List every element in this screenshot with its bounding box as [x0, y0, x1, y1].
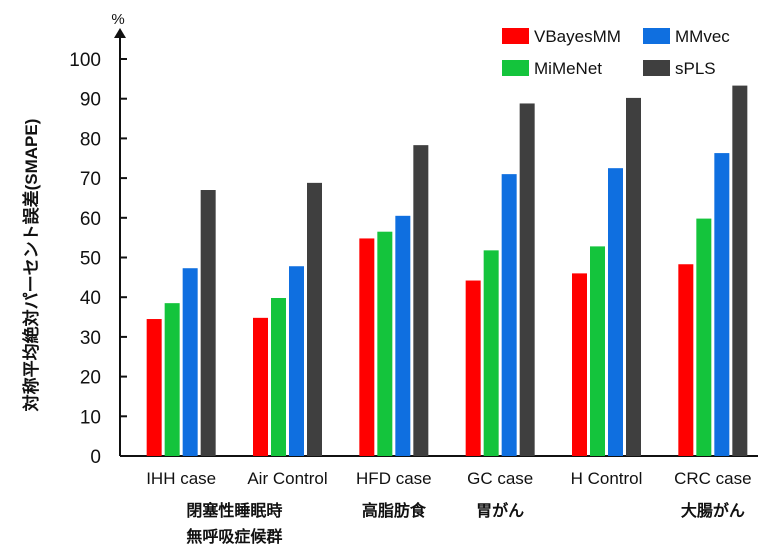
legend-swatch: [643, 28, 670, 44]
bar: [307, 182, 322, 456]
y-tick-label: 40: [80, 288, 101, 309]
x-category-labels: IHH case Air Control HFD case GC case H Cont…: [146, 469, 751, 488]
bar: [608, 168, 623, 457]
x-category-label: GC case: [467, 469, 533, 488]
bar: [572, 273, 587, 456]
y-tick-label: 70: [80, 169, 101, 190]
bar: [200, 190, 216, 456]
category-group-label: 高脂肪食: [362, 501, 427, 520]
x-category-label: Air Control: [247, 469, 327, 488]
x-category-label: HFD case: [356, 469, 432, 488]
bar: [377, 231, 393, 456]
bar: [182, 268, 198, 456]
category-group-label: 大腸がん: [681, 501, 745, 520]
y-tick-label: 90: [80, 90, 101, 111]
x-category-label: IHH case: [146, 469, 216, 488]
legend-swatch: [502, 28, 529, 44]
y-unit-label: %: [111, 11, 124, 28]
y-axis-title: 対称平均絶対パーセント誤差(SMAPE): [21, 119, 41, 413]
x-category-label: CRC case: [674, 469, 751, 488]
bar: [289, 266, 304, 456]
bar: [501, 174, 517, 456]
bar: [714, 153, 730, 457]
bar: [678, 264, 694, 456]
bar: [465, 280, 481, 456]
x-category-label: H Control: [571, 469, 643, 488]
bar: [271, 297, 286, 456]
legend-label: MMvec: [675, 27, 730, 46]
y-tick-label: 20: [80, 368, 101, 389]
category-group-label: 閉塞性睡眠時: [186, 501, 282, 520]
bar: [696, 218, 712, 456]
y-tick-label: 0: [90, 447, 101, 468]
legend-swatch: [502, 60, 529, 76]
bar: [483, 250, 499, 456]
legend-label: VBayesMM: [534, 27, 621, 46]
y-ticks: 0 10 20 30 40 50 60 70 80 90 100: [69, 50, 127, 468]
y-tick-label: 80: [80, 129, 101, 150]
bar: [146, 319, 162, 456]
bar: [626, 97, 641, 456]
y-tick-label: 50: [80, 249, 101, 270]
bar: [395, 215, 411, 456]
y-tick-label: 10: [80, 407, 101, 428]
legend: VBayesMM MMvec MiMeNet sPLS: [502, 27, 730, 78]
bar: [253, 317, 268, 456]
legend-label: MiMeNet: [534, 59, 602, 78]
category-group-label: 無呼吸症候群: [186, 527, 282, 546]
legend-swatch: [643, 60, 670, 76]
bar: [413, 145, 429, 457]
bar: [164, 303, 180, 456]
bar: [590, 246, 605, 456]
legend-label: sPLS: [675, 59, 716, 78]
bar: [732, 85, 748, 456]
y-axis-arrowhead: [114, 28, 126, 38]
y-tick-label: 100: [69, 50, 101, 71]
category-group-label: 胃がん: [476, 501, 524, 520]
bars: [146, 85, 748, 457]
y-tick-label: 30: [80, 328, 101, 349]
y-tick-label: 60: [80, 209, 101, 230]
bar: [519, 103, 535, 457]
bar: [359, 238, 375, 456]
